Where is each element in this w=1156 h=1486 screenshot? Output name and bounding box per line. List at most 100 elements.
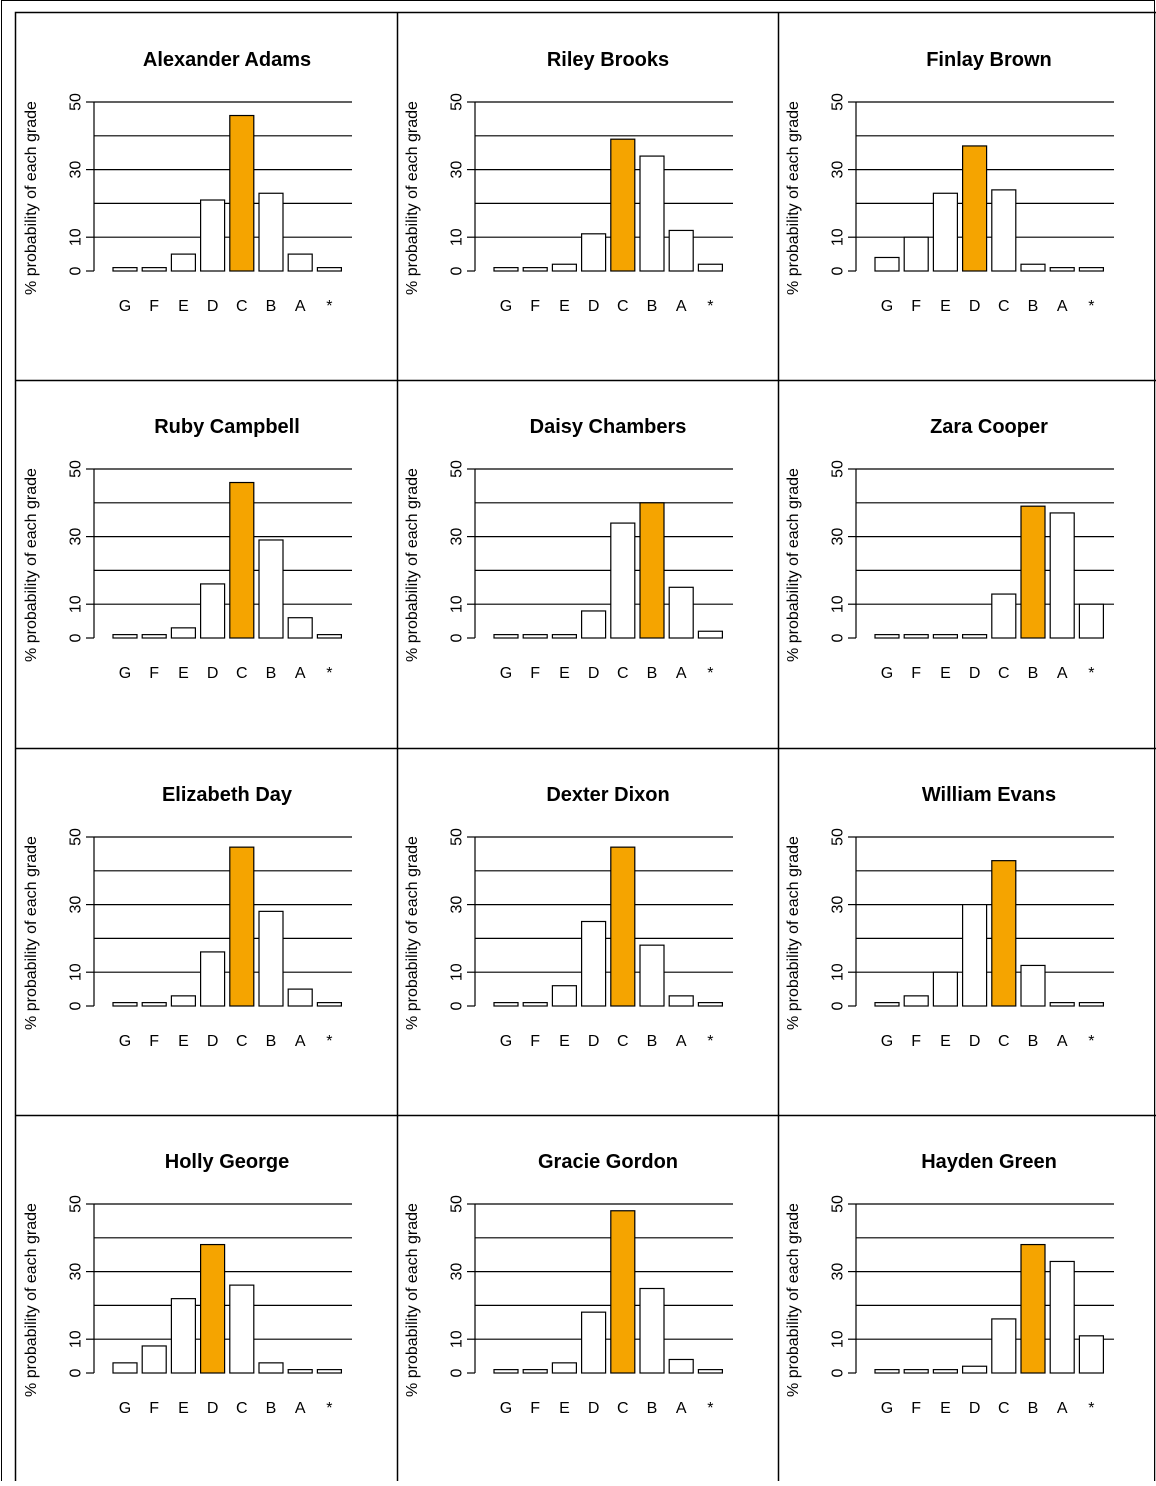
- y-tick-label: 10: [68, 595, 85, 613]
- bar: [933, 635, 957, 638]
- bar: [1050, 1003, 1074, 1006]
- bar: [230, 1285, 254, 1373]
- bar: [640, 945, 664, 1006]
- x-category-label: E: [940, 1033, 951, 1050]
- y-tick-label: 30: [830, 161, 847, 179]
- bar: [669, 996, 693, 1006]
- y-tick-label: 50: [830, 1195, 847, 1213]
- x-category-label: F: [911, 1033, 921, 1050]
- x-category-label: E: [178, 1033, 189, 1050]
- bar: [317, 268, 341, 271]
- y-axis-label: % probability of each grade: [404, 1203, 421, 1397]
- bar-highlighted: [611, 847, 635, 1006]
- bar: [698, 264, 722, 271]
- bar-highlighted: [201, 1245, 225, 1373]
- y-tick-label: 0: [830, 633, 847, 642]
- x-category-label: F: [149, 665, 159, 682]
- y-tick-label: 30: [830, 896, 847, 914]
- x-category-label: B: [266, 1033, 277, 1050]
- y-tick-label: 30: [68, 528, 85, 546]
- bar: [142, 1003, 166, 1006]
- bar: [875, 1370, 899, 1373]
- y-axis-label: % probability of each grade: [785, 468, 802, 662]
- chart-panel: Elizabeth Day% probability of each grade…: [23, 784, 352, 1050]
- bar: [1079, 1336, 1103, 1373]
- bar: [142, 1346, 166, 1373]
- bar: [552, 1363, 576, 1373]
- x-category-label: B: [647, 298, 658, 315]
- x-category-label: G: [500, 665, 512, 682]
- bar: [992, 190, 1016, 271]
- y-axis-label: % probability of each grade: [23, 468, 40, 662]
- bar: [523, 1003, 547, 1006]
- y-tick-label: 30: [68, 1263, 85, 1281]
- chart-panel: William Evans% probability of each grade…: [785, 784, 1114, 1050]
- chart-title: Alexander Adams: [143, 49, 311, 71]
- bar: [933, 972, 957, 1006]
- y-tick-label: 50: [449, 828, 466, 846]
- y-axis-label: % probability of each grade: [785, 101, 802, 295]
- x-category-label: B: [1028, 1033, 1039, 1050]
- y-tick-label: 50: [68, 460, 85, 478]
- bar: [201, 200, 225, 271]
- chart-title: William Evans: [922, 784, 1056, 806]
- y-tick-label: 10: [830, 963, 847, 981]
- x-category-label: D: [588, 665, 600, 682]
- bar: [201, 952, 225, 1006]
- y-tick-label: 0: [830, 1368, 847, 1377]
- bar: [494, 1370, 518, 1373]
- x-category-label: E: [940, 1400, 951, 1417]
- x-category-label: B: [266, 665, 277, 682]
- bar: [963, 1366, 987, 1373]
- x-category-label: C: [998, 1400, 1010, 1417]
- x-category-label: A: [676, 1400, 687, 1417]
- y-tick-label: 0: [68, 1001, 85, 1010]
- x-category-label: A: [1057, 665, 1068, 682]
- x-category-label: C: [617, 1400, 629, 1417]
- x-category-label: D: [588, 1400, 600, 1417]
- bar: [1079, 268, 1103, 271]
- bar: [552, 635, 576, 638]
- y-tick-label: 0: [449, 1001, 466, 1010]
- bar: [904, 996, 928, 1006]
- x-category-label: D: [969, 1033, 981, 1050]
- bar: [288, 254, 312, 271]
- x-category-label: *: [326, 298, 332, 315]
- bar: [933, 193, 957, 271]
- x-category-label: G: [881, 1400, 893, 1417]
- y-axis-label: % probability of each grade: [404, 468, 421, 662]
- x-category-label: G: [500, 298, 512, 315]
- y-tick-label: 10: [68, 1330, 85, 1348]
- x-category-label: C: [998, 298, 1010, 315]
- bar: [494, 635, 518, 638]
- bar: [317, 1370, 341, 1373]
- bar: [523, 268, 547, 271]
- y-tick-label: 50: [830, 828, 847, 846]
- bar: [582, 234, 606, 271]
- x-category-label: *: [1088, 298, 1094, 315]
- x-category-label: C: [998, 665, 1010, 682]
- bar: [904, 1370, 928, 1373]
- x-category-label: A: [1057, 1033, 1068, 1050]
- y-tick-label: 30: [449, 161, 466, 179]
- chart-title: Holly George: [165, 1151, 289, 1173]
- x-category-label: G: [119, 1400, 131, 1417]
- x-category-label: *: [707, 1400, 713, 1417]
- x-category-label: G: [500, 1400, 512, 1417]
- x-category-label: A: [295, 298, 306, 315]
- bar: [904, 635, 928, 638]
- chart-title: Zara Cooper: [930, 416, 1048, 438]
- x-category-label: D: [969, 1400, 981, 1417]
- y-tick-label: 0: [68, 266, 85, 275]
- chart-title: Ruby Campbell: [154, 416, 300, 438]
- y-tick-label: 10: [449, 228, 466, 246]
- chart-title: Riley Brooks: [547, 49, 669, 71]
- y-tick-label: 10: [830, 595, 847, 613]
- bar: [904, 237, 928, 271]
- bar: [171, 254, 195, 271]
- x-category-label: C: [236, 1033, 248, 1050]
- x-category-label: *: [1088, 665, 1094, 682]
- chart-title: Gracie Gordon: [538, 1151, 678, 1173]
- y-tick-label: 30: [830, 528, 847, 546]
